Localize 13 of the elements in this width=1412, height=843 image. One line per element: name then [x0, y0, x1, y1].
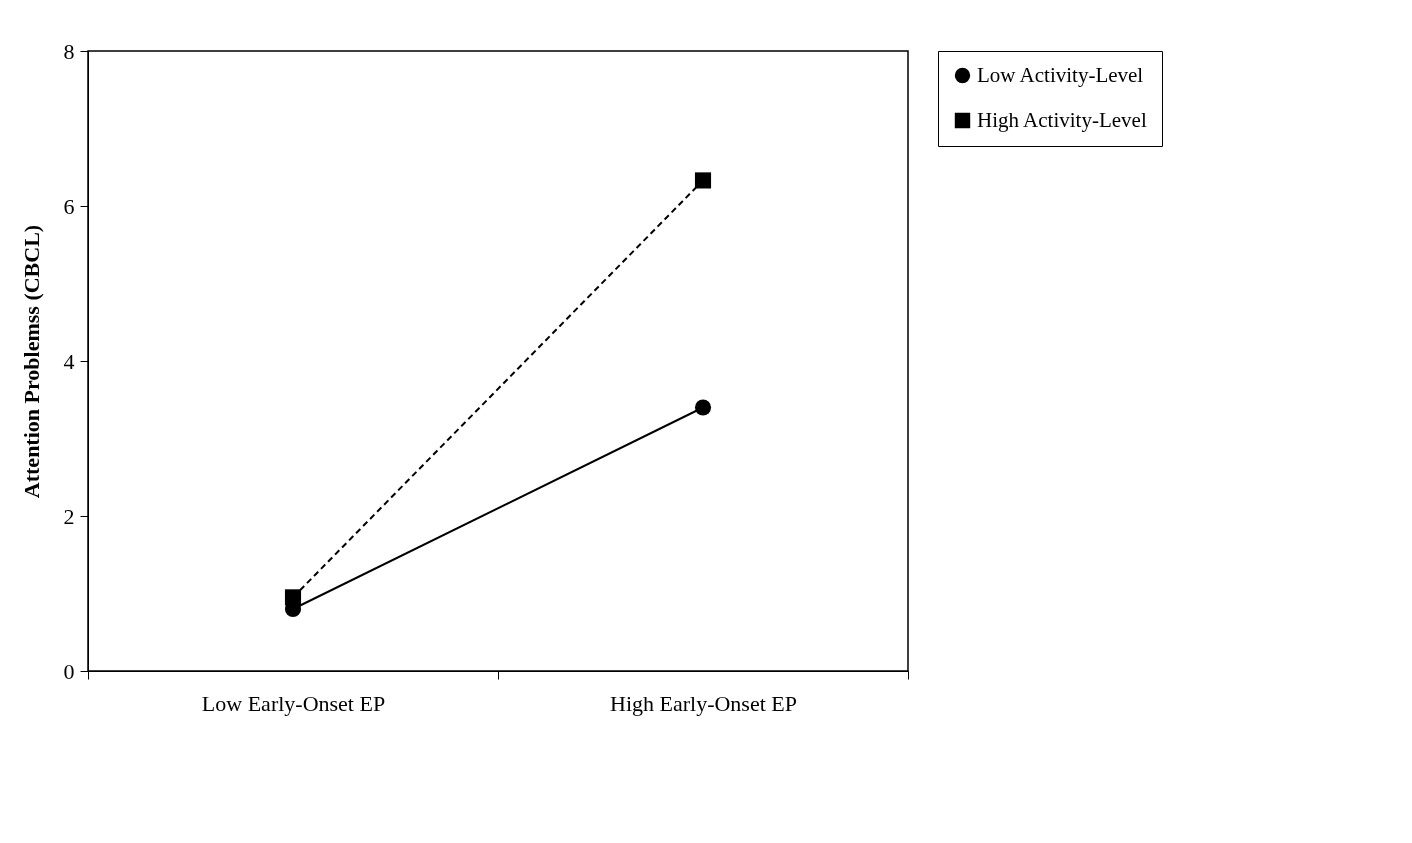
y-tick-label: 4 — [63, 348, 75, 374]
x-tick-label: Low Early-Onset EP — [201, 690, 386, 716]
x-tick-label: High Early-Onset EP — [610, 690, 797, 716]
legend-label: Low Activity-Level — [977, 62, 1144, 87]
legend-label: High Activity-Level — [977, 107, 1147, 132]
point — [694, 172, 712, 189]
y-axis-title: Attention Problemss (CBCL) — [18, 224, 44, 499]
y-tick-label: 6 — [63, 193, 75, 219]
point — [284, 589, 302, 606]
y-tick-label: 0 — [63, 658, 75, 684]
y-tick-label: 2 — [63, 503, 75, 529]
point — [694, 399, 712, 416]
y-tick-label: 8 — [63, 38, 75, 64]
